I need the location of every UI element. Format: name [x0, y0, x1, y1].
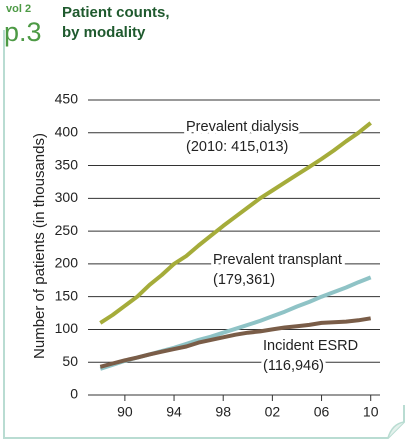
y-tick-label: 450: [55, 91, 79, 107]
page-number: p.3: [4, 17, 42, 47]
x-tick-label: 02: [265, 404, 281, 420]
series-line: [99, 316, 372, 369]
annotation: (179,361): [213, 272, 275, 288]
y-tick-label: 400: [55, 123, 79, 139]
y-tick-label: 350: [55, 156, 79, 172]
y-axis-label: Number of patients (in thousands): [31, 133, 48, 359]
x-tick-label: 06: [314, 404, 330, 420]
chart-title: by modality: [62, 24, 146, 41]
x-tick-label: 10: [363, 404, 379, 420]
x-tick-label: 98: [215, 404, 231, 420]
series-line: [99, 121, 372, 325]
y-tick-label: 150: [55, 287, 79, 303]
annotation: (116,946): [263, 358, 324, 374]
volume: vol 2: [6, 3, 31, 15]
y-tick-label: 250: [55, 222, 79, 238]
y-tick-label: 50: [62, 353, 78, 369]
y-tick-label: 0: [70, 386, 78, 402]
y-tick-label: 200: [55, 255, 79, 271]
annotation: (2010: 415,013): [186, 139, 288, 155]
annotation: Prevalent transplant: [213, 252, 342, 268]
annotation: Incident ESRD: [263, 338, 358, 354]
y-tick-label: 300: [55, 189, 79, 205]
chart-title: Patient counts,: [62, 4, 170, 21]
annotation: Prevalent dialysis: [186, 119, 299, 135]
x-tick-label: 90: [117, 404, 133, 420]
x-tick-label: 94: [166, 404, 182, 420]
page-curl: [387, 421, 405, 439]
y-tick-label: 100: [55, 320, 79, 336]
